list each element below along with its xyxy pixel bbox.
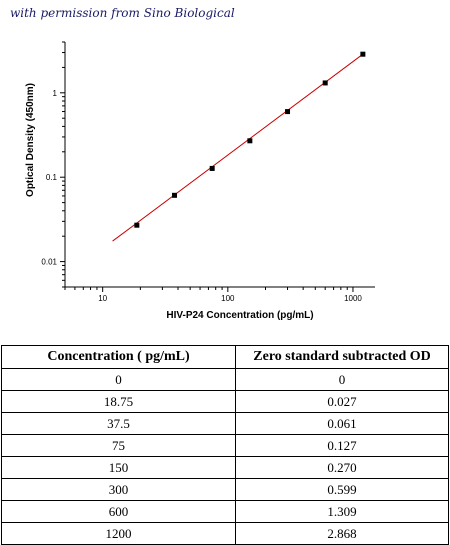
cell-concentration: 18.75 — [1, 390, 236, 413]
data-point — [285, 109, 291, 115]
standard-curve-chart: 10 100 1000 0.01 0.1 1 HIV-P24 Concentration … — [25, 41, 375, 321]
cell-od: 2.868 — [235, 522, 449, 545]
cell-od: 0 — [235, 368, 449, 391]
data-point — [360, 51, 366, 57]
y-tick-label: 0.1 — [46, 173, 58, 182]
table-row: 18.75 0.027 — [1, 390, 449, 413]
cell-concentration: 75 — [1, 434, 236, 457]
table-row: 150 0.270 — [1, 456, 449, 479]
cell-od: 0.061 — [235, 412, 449, 435]
table-row: 75 0.127 — [1, 434, 449, 457]
y-tick-label: 1 — [53, 89, 58, 98]
data-point — [134, 222, 140, 228]
fit-line-group — [112, 53, 364, 242]
cell-od: 0.027 — [235, 390, 449, 413]
data-table: Concentration ( pg/mL) Zero standard sub… — [1, 345, 449, 545]
cell-od: 1.309 — [235, 500, 449, 523]
data-point — [322, 80, 328, 86]
cell-concentration: 1200 — [1, 522, 236, 545]
data-points — [134, 51, 366, 228]
x-tick-label: 10 — [98, 294, 107, 303]
cell-concentration: 300 — [1, 478, 236, 501]
table-row: 600 1.309 — [1, 500, 449, 523]
cell-od: 0.270 — [235, 456, 449, 479]
x-tick-label: 100 — [221, 294, 235, 303]
data-point — [172, 192, 178, 198]
y-tick-label: 0.01 — [41, 258, 57, 267]
x-axis-title: HIV-P24 Concentration (pg/mL) — [166, 310, 313, 321]
table-row: 1200 2.868 — [1, 522, 449, 545]
credit-caption: with permission from Sino Biological — [10, 6, 235, 20]
cell-concentration: 0 — [1, 368, 236, 391]
y-axis-title: Optical Density (450nm) — [25, 83, 36, 197]
cell-od: 0.127 — [235, 434, 449, 457]
x-tick-label: 1000 — [344, 294, 362, 303]
table-row: 37.5 0.061 — [1, 412, 449, 435]
header-concentration: Concentration ( pg/mL) — [1, 345, 236, 369]
fit-line — [112, 53, 364, 242]
axes: 10 100 1000 0.01 0.1 1 — [41, 41, 375, 303]
cell-concentration: 600 — [1, 500, 236, 523]
cell-concentration: 150 — [1, 456, 236, 479]
cell-od: 0.599 — [235, 478, 449, 501]
data-point — [209, 165, 215, 171]
table-header-row: Concentration ( pg/mL) Zero standard sub… — [1, 345, 449, 369]
data-point — [247, 138, 253, 144]
header-od: Zero standard subtracted OD — [235, 345, 449, 369]
table-row: 300 0.599 — [1, 478, 449, 501]
cell-concentration: 37.5 — [1, 412, 236, 435]
